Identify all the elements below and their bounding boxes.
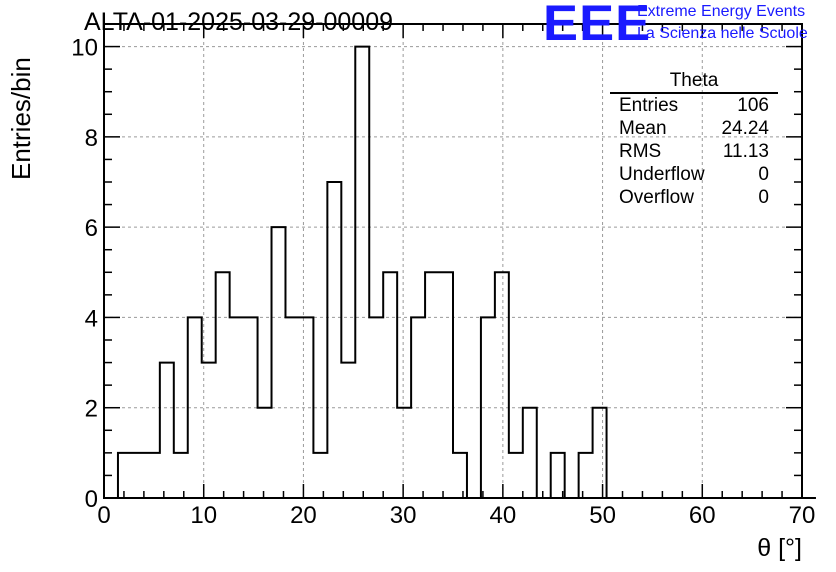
- x-tick-label: 50: [589, 502, 616, 529]
- axes-frame: [103, 23, 803, 499]
- logo-line-2: La Scienza nelle Scuole: [637, 25, 808, 42]
- x-tick-label: 40: [490, 502, 517, 529]
- x-tick-label: 10: [190, 502, 217, 529]
- y-tick-label: 8: [85, 125, 98, 152]
- stats-label: Entries: [619, 95, 679, 116]
- stats-row: Underflow 0: [610, 163, 778, 186]
- y-tick-label: 6: [85, 215, 98, 242]
- tick-labels: 0 10 20 30 40 50 60 70 0 2 4 6 8 10: [71, 35, 815, 529]
- stats-label: Overflow: [619, 187, 694, 208]
- stats-value: 0: [758, 164, 769, 185]
- stats-row: Overflow 0: [610, 186, 778, 209]
- stats-row: RMS 11.13: [610, 140, 778, 163]
- y-axis-label: Entries/bin: [6, 57, 36, 180]
- stats-label: Underflow: [619, 164, 705, 185]
- chart-title: ALTA-01-2025-03-29-00009: [84, 8, 393, 36]
- y-tick-label: 2: [85, 396, 98, 423]
- y-tick-label: 4: [85, 305, 98, 332]
- stats-row: Mean 24.24: [610, 117, 778, 140]
- logo-line-1: Extreme Energy Events: [637, 3, 806, 20]
- stats-title: Theta: [610, 70, 778, 94]
- stats-label: Mean: [619, 118, 667, 139]
- x-tick-label: 20: [290, 502, 317, 529]
- x-axis-label: θ [°]: [757, 534, 802, 562]
- x-tick-label: 30: [390, 502, 417, 529]
- eee-logo: EEE: [543, 0, 652, 51]
- x-tick-label: 70: [789, 502, 816, 529]
- x-tick-label: 0: [97, 502, 110, 529]
- stats-value: 106: [737, 95, 769, 116]
- stats-value: 24.24: [721, 118, 769, 139]
- y-tick-label: 10: [71, 35, 98, 62]
- stats-value: 0: [758, 187, 769, 208]
- stats-box: Theta Entries 106 Mean 24.24 RMS 11.13 U…: [610, 70, 778, 209]
- stats-row: Entries 106: [610, 94, 778, 117]
- plot-frame: [103, 23, 803, 499]
- y-tick-label: 0: [85, 486, 98, 513]
- x-tick-label: 60: [689, 502, 716, 529]
- stats-value: 11.13: [722, 141, 769, 162]
- stats-label: RMS: [619, 141, 662, 162]
